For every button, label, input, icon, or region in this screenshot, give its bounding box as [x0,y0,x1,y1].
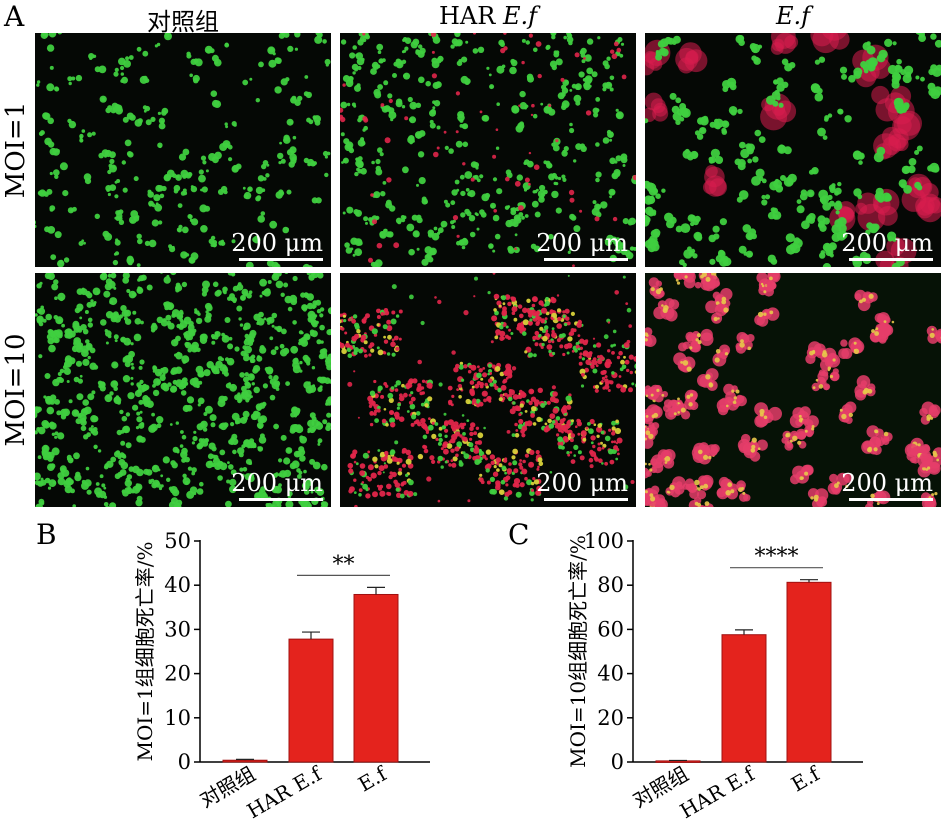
significance-label: ** [333,552,355,577]
bar [353,593,399,763]
scale-bar [239,258,323,261]
y-axis-label: MOI=10组细胞死亡率/% [566,535,590,768]
y-tick-label: 80 [597,573,624,597]
row-label-moi1: MOI=1 [1,101,31,199]
scale-bar-label: 200 μm [231,229,323,257]
cell-texture [35,273,331,507]
y-tick-label: 40 [597,662,624,686]
micrograph-moi1-control: 200 μm [35,33,331,267]
scale-bar-label: 200 μm [841,469,933,497]
y-tick-label: 20 [164,662,191,686]
scale-bar [849,498,933,501]
scale-bar [544,498,628,501]
significance-label: **** [755,545,799,570]
bar [288,638,334,763]
row-label-moi10: MOI=10 [1,333,31,447]
scale-bar [849,258,933,261]
cell-texture [340,33,636,267]
bar [786,581,832,763]
y-tick-label: 10 [164,706,191,730]
scale-bar-label: 200 μm [536,469,628,497]
scale-bar-label: 200 μm [536,229,628,257]
cell-texture [645,33,941,267]
scale-bar-label: 200 μm [841,229,933,257]
column-label-har-text: HAR [439,2,503,30]
scale-bar [239,498,323,501]
column-label-ef: E.f [645,2,941,30]
column-label-ef-italic: E.f [775,2,811,30]
panel-label-c: C [508,518,530,551]
y-tick-label: 30 [164,617,191,641]
y-tick-label: 20 [597,706,624,730]
y-tick-label: 40 [164,573,191,597]
x-tick-label: HAR E.f [243,761,327,823]
y-tick-label: 100 [584,529,624,553]
column-label-control: 对照组 [147,8,219,36]
micrograph-moi1-har-ef: 200 μm [340,33,636,267]
column-label-har-italic: E.f [502,2,537,30]
x-tick-label: HAR E.f [676,761,760,823]
column-label-har-ef: HAR E.f [340,2,636,30]
y-tick-label: 50 [164,529,191,553]
x-tick-label: E.f [787,761,825,797]
panel-label-a: A [4,0,25,33]
bar [222,759,268,763]
y-tick-label: 0 [611,750,624,774]
micrograph-moi1-ef: 200 μm [645,33,941,267]
y-axis-label: MOI=1组细胞死亡率/% [133,542,157,762]
cell-texture [645,273,941,507]
cell-texture [340,273,636,507]
micrograph-moi10-ef: 200 μm [645,273,941,507]
micrograph-moi10-har-ef: 200 μm [340,273,636,507]
y-tick-label: 0 [178,750,191,774]
bar [721,634,767,763]
x-tick-label: E.f [354,761,392,797]
scale-bar-label: 200 μm [231,469,323,497]
y-tick-label: 60 [597,617,624,641]
cell-texture [35,33,331,267]
panel-label-b: B [36,518,57,551]
scale-bar [544,258,628,261]
micrograph-moi10-control: 200 μm [35,273,331,507]
